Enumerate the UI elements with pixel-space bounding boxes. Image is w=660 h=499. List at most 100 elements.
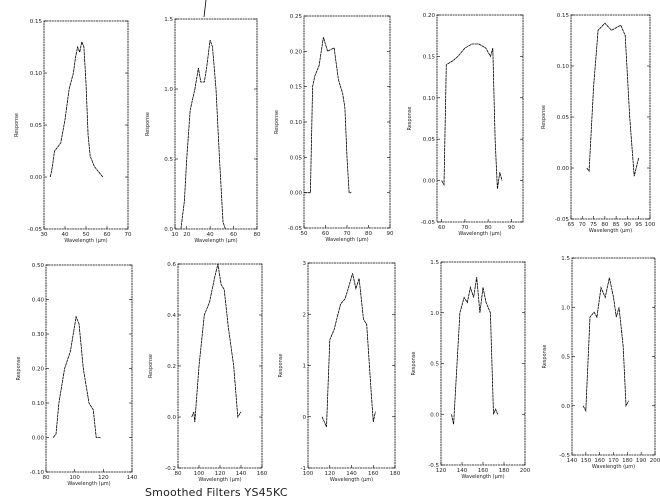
x-tick-label: 70	[461, 225, 468, 231]
x-tick-label: 100	[303, 471, 314, 477]
y-tick-label: 0.40	[32, 298, 45, 304]
y-tick-label: 0.00	[290, 191, 303, 197]
y-tick-label: 0.20	[290, 49, 303, 55]
x-tick-label: 85	[613, 222, 620, 228]
x-tick-label: 80	[254, 232, 261, 238]
y-tick-label: 0.0	[430, 412, 439, 418]
x-tick-label: 20	[183, 232, 190, 238]
y-tick-label: 0.20	[423, 13, 436, 19]
x-tick-label: 200	[520, 468, 531, 474]
y-tick-label: 1.5	[561, 256, 570, 262]
x-axis-label: Wavelength (µm)	[325, 237, 368, 243]
y-tick-label: -0.05	[28, 227, 43, 233]
response-curve	[180, 39, 226, 230]
y-tick-label: 1.5	[430, 260, 439, 266]
x-axis-label: Wavelength (µm)	[67, 481, 110, 487]
response-curve	[441, 43, 503, 189]
plot-frame	[303, 15, 391, 229]
chart-panel-7: 0.6 0.4 0.2 0.0 -0.280 100 120 140 160 Wavelength…	[148, 262, 268, 483]
x-tick-label: 80	[175, 471, 182, 477]
y-tick-label: 3	[303, 261, 307, 267]
y-axis-label: Response	[274, 110, 280, 134]
y-tick-label: -0.05	[288, 226, 303, 232]
response-curve	[191, 263, 242, 423]
response-curve	[304, 37, 352, 194]
x-tick-label: 160	[594, 458, 605, 464]
response-curve	[52, 315, 101, 438]
x-tick-label: 95	[635, 222, 642, 228]
y-tick-label: 0.10	[290, 120, 303, 126]
y-axis-label: Response	[411, 351, 417, 375]
x-axis-label: Wavelength (µm)	[64, 238, 107, 244]
y-tick-label: 0.15	[557, 13, 570, 19]
x-tick-label: 70	[344, 231, 351, 237]
x-tick-label: 160	[478, 468, 489, 474]
x-axis-label: Wavelength (µm)	[458, 231, 501, 237]
x-tick-label: 140	[127, 475, 138, 481]
x-tick-label: 30	[41, 232, 48, 238]
x-tick-label: 180	[622, 458, 633, 464]
x-tick-label: 90	[508, 225, 515, 231]
x-tick-label: 60	[438, 225, 445, 231]
plot-frame	[307, 262, 396, 469]
plot-frame	[571, 257, 656, 456]
chart-panel-2: 1.5 1.0 0.5 0.010 20 40 60 80 Wavelength (µm) Res…	[145, 17, 261, 244]
y-tick-label: 1.0	[164, 87, 173, 93]
y-tick-label: 1	[303, 364, 307, 370]
x-tick-label: 180	[499, 468, 510, 474]
y-tick-label: 0.0	[561, 404, 570, 410]
x-axis-label: Wavelength (µm)	[589, 228, 632, 234]
y-tick-label: 0.0	[164, 227, 173, 233]
y-tick-label: 0.4	[167, 313, 176, 319]
y-tick-label: 0.15	[423, 54, 436, 60]
x-tick-label: 80	[485, 225, 492, 231]
plot-frame	[436, 14, 524, 223]
y-axis-label: Response	[14, 113, 20, 137]
x-tick-label: 190	[636, 458, 647, 464]
plot-frame	[174, 18, 258, 230]
x-tick-label: 200	[650, 458, 660, 464]
y-tick-label: -0.05	[555, 217, 570, 223]
y-tick-label: -1	[301, 466, 306, 472]
x-tick-label: 120	[325, 471, 336, 477]
response-curve	[321, 273, 376, 428]
x-tick-label: 40	[62, 232, 69, 238]
y-tick-label: 0.00	[32, 436, 45, 442]
x-tick-label: 140	[236, 471, 247, 477]
x-tick-label: 50	[301, 231, 308, 237]
y-tick-label: 0.00	[423, 179, 436, 185]
x-tick-label: 90	[624, 222, 631, 228]
x-tick-label: 120	[98, 475, 109, 481]
y-tick-label: 0.5	[561, 355, 570, 361]
x-tick-label: 100	[645, 222, 656, 228]
x-tick-label: 160	[257, 471, 268, 477]
x-tick-label: 75	[590, 222, 597, 228]
y-tick-label: 1.0	[430, 311, 439, 317]
response-curve	[586, 22, 640, 177]
y-tick-label: -0.5	[559, 453, 570, 459]
y-tick-label: 1.5	[164, 17, 173, 23]
y-tick-label: 0.2	[167, 364, 176, 370]
x-tick-label: 60	[230, 232, 237, 238]
x-tick-label: 100	[69, 475, 80, 481]
y-tick-label: 0	[303, 415, 307, 421]
x-axis-label: Wavelength (µm)	[461, 474, 504, 480]
y-tick-label: 0.0	[167, 415, 176, 421]
x-tick-label: 120	[436, 468, 447, 474]
y-tick-label: -0.2	[165, 466, 176, 472]
y-tick-label: 0.15	[30, 19, 43, 25]
y-tick-label: 0.05	[423, 137, 436, 143]
y-tick-label: 0.00	[30, 175, 43, 181]
y-tick-label: 0.6	[167, 262, 176, 268]
y-tick-label: 0.5	[164, 157, 173, 163]
x-axis-label: Wavelength (µm)	[194, 238, 237, 244]
x-tick-label: 65	[568, 222, 575, 228]
x-tick-label: 170	[608, 458, 619, 464]
